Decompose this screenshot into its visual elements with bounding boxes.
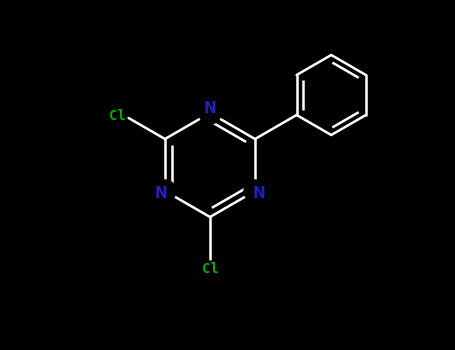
Circle shape (244, 180, 266, 202)
Circle shape (199, 102, 221, 124)
Text: Cl: Cl (202, 262, 218, 276)
Circle shape (154, 180, 176, 202)
Text: N: N (204, 101, 217, 116)
Text: N: N (252, 186, 265, 201)
Text: N: N (155, 186, 168, 201)
Text: Cl: Cl (109, 109, 126, 123)
